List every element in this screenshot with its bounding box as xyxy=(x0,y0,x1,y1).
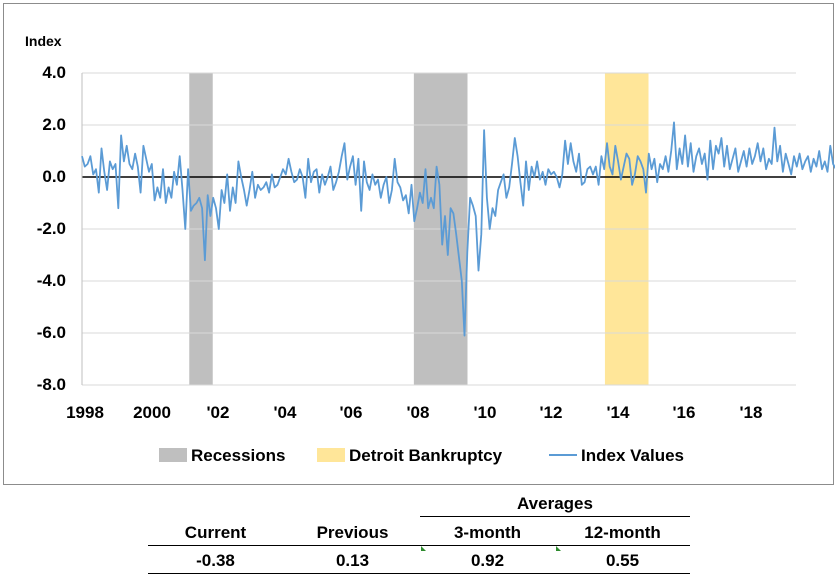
y-axis-unit-label: Index xyxy=(25,33,62,49)
x-tick-label: '12 xyxy=(540,403,563,422)
x-tick-label: 2000 xyxy=(133,403,171,422)
cell-marker-icon xyxy=(421,546,426,551)
previous-header: Previous xyxy=(316,523,389,542)
legend-swatch-bankruptcy xyxy=(317,448,345,462)
three-month-value: 0.92 xyxy=(470,551,505,570)
legend: Recessions Detroit Bankruptcy Index Valu… xyxy=(159,446,684,465)
twelve-month-header: 12-month xyxy=(584,523,661,542)
index-line-chart: Index 4.0 2.0 0.0 -2.0 -4.0 -6.0 -8.0 19… xyxy=(25,33,835,465)
y-axis-ticks: 4.0 2.0 0.0 -2.0 -4.0 -6.0 -8.0 xyxy=(37,63,66,394)
index-values-series xyxy=(81,121,835,337)
legend-label-index: Index Values xyxy=(581,446,684,465)
y-tick-label: 0.0 xyxy=(42,167,66,186)
y-tick-label: 4.0 xyxy=(42,63,66,82)
x-tick-label: '06 xyxy=(340,403,363,422)
averages-group-header: Averages xyxy=(517,494,593,513)
x-tick-label: '18 xyxy=(740,403,763,422)
y-tick-label: -8.0 xyxy=(37,375,66,394)
legend-swatch-recessions xyxy=(159,448,187,462)
chart-panel: Index 4.0 2.0 0.0 -2.0 -4.0 -6.0 -8.0 19… xyxy=(3,3,835,485)
x-tick-label: 1998 xyxy=(66,403,104,422)
cell-marker-icon xyxy=(556,546,561,551)
previous-value: 0.13 xyxy=(335,551,370,570)
header-rule xyxy=(148,545,690,546)
y-tick-label: -6.0 xyxy=(37,323,66,342)
x-tick-label: '14 xyxy=(607,403,630,422)
summary-table: Averages Current Previous 3-month 12-mon… xyxy=(0,490,840,575)
x-axis-ticks: 1998 2000 '02 '04 '06 '08 '10 '12 '14 '1… xyxy=(66,403,762,422)
bottom-rule xyxy=(148,573,690,574)
three-month-header: 3-month xyxy=(453,523,522,542)
twelve-month-value: 0.55 xyxy=(605,551,640,570)
y-tick-label: -2.0 xyxy=(37,219,66,238)
x-tick-label: '02 xyxy=(207,403,230,422)
x-tick-label: '16 xyxy=(673,403,696,422)
y-tick-label: -4.0 xyxy=(37,271,66,290)
x-tick-label: '08 xyxy=(407,403,430,422)
y-tick-label: 2.0 xyxy=(42,115,66,134)
x-tick-label: '04 xyxy=(274,403,297,422)
averages-rule xyxy=(420,516,690,517)
current-value: -0.38 xyxy=(196,551,235,570)
legend-label-bankruptcy: Detroit Bankruptcy xyxy=(349,446,503,465)
x-tick-label: '10 xyxy=(474,403,497,422)
legend-label-recessions: Recessions xyxy=(191,446,286,465)
index-values-line xyxy=(81,121,835,337)
current-header: Current xyxy=(184,523,247,542)
